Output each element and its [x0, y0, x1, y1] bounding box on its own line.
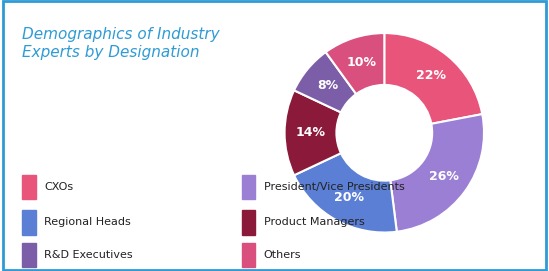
- Wedge shape: [294, 52, 356, 112]
- Bar: [22, 175, 36, 199]
- Bar: [242, 175, 255, 199]
- Text: 20%: 20%: [334, 191, 364, 204]
- Bar: [242, 210, 255, 235]
- Text: 14%: 14%: [295, 126, 326, 139]
- Wedge shape: [294, 153, 397, 233]
- Text: 22%: 22%: [416, 69, 446, 82]
- Wedge shape: [284, 90, 341, 175]
- Text: 26%: 26%: [429, 170, 459, 183]
- Text: R&D Executives: R&D Executives: [44, 250, 132, 260]
- Text: 8%: 8%: [317, 79, 338, 92]
- Text: Demographics of Industry
Experts by Designation: Demographics of Industry Experts by Desi…: [22, 27, 220, 60]
- Bar: [22, 210, 36, 235]
- Wedge shape: [326, 33, 384, 94]
- Text: President/Vice Presidents: President/Vice Presidents: [264, 182, 404, 192]
- Text: 10%: 10%: [346, 56, 377, 69]
- Wedge shape: [384, 33, 482, 124]
- Text: Product Managers: Product Managers: [264, 218, 365, 227]
- Text: Regional Heads: Regional Heads: [44, 218, 131, 227]
- Bar: [242, 243, 255, 267]
- Wedge shape: [390, 114, 484, 232]
- Text: CXOs: CXOs: [44, 182, 73, 192]
- Text: Others: Others: [264, 250, 301, 260]
- Bar: [22, 243, 36, 267]
